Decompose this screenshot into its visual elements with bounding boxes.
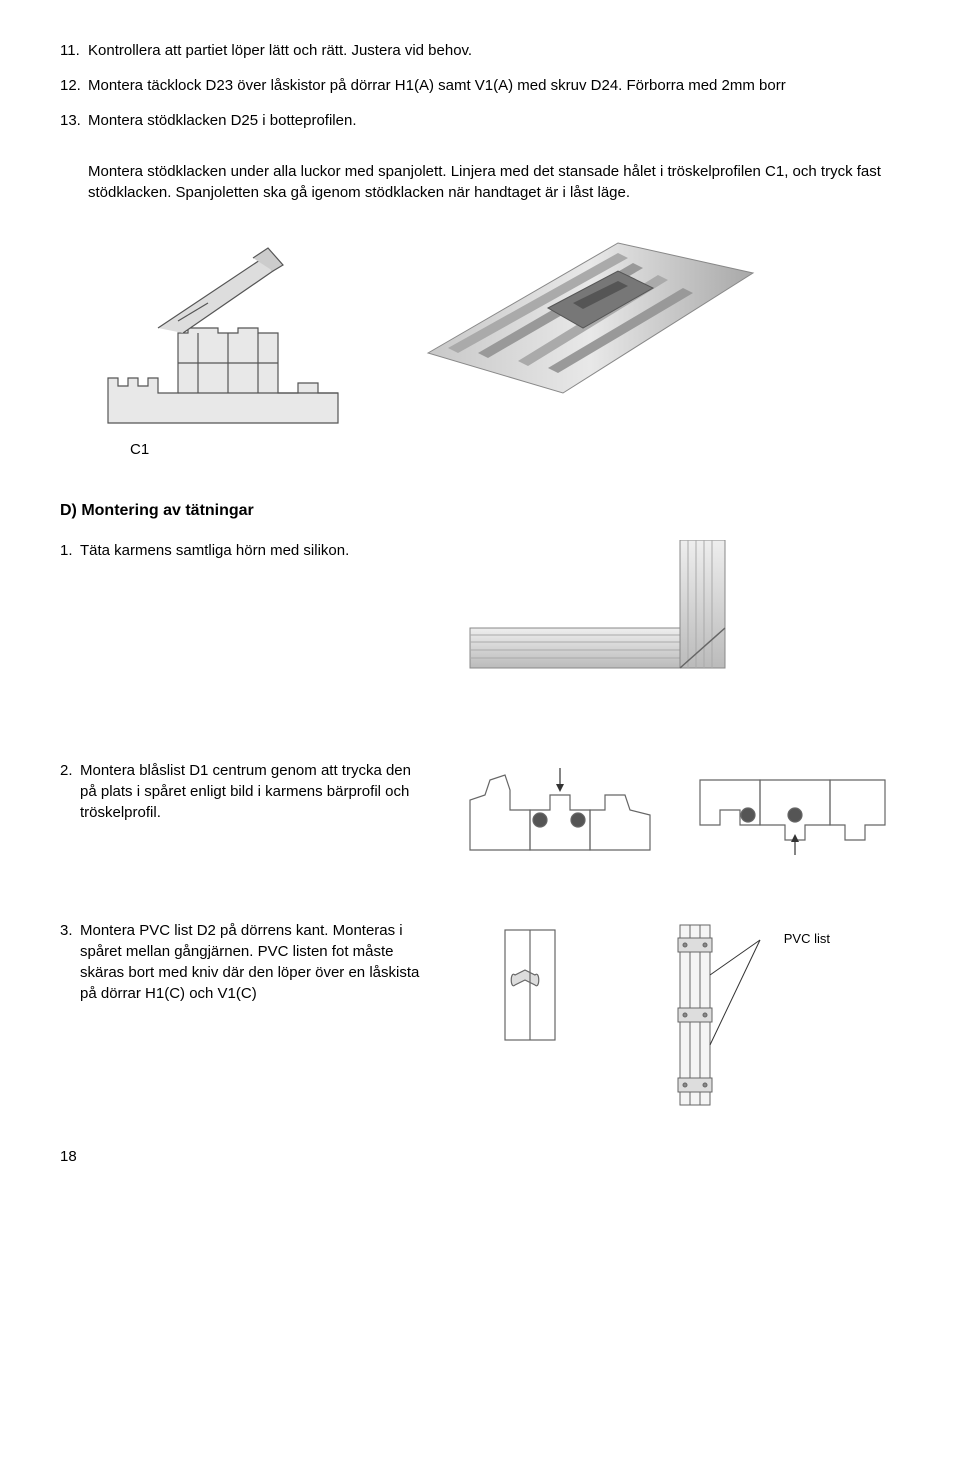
d-step-item: 1. Täta karmens samtliga hörn med siliko… bbox=[60, 540, 420, 561]
figure-row-profiles bbox=[88, 233, 900, 439]
figure-blow-strip-profiles bbox=[460, 760, 900, 870]
indent-paragraph: Montera stödklacken under alla luckor me… bbox=[88, 161, 900, 203]
c1-label: C1 bbox=[130, 439, 900, 460]
step-item: 11. Kontrollera att partiet löper lätt o… bbox=[60, 40, 900, 61]
step-text: Kontrollera att partiet löper lätt och r… bbox=[88, 40, 900, 61]
d-step-number: 2. bbox=[60, 760, 80, 823]
step-item: 13. Montera stödklacken D25 i botteprofi… bbox=[60, 110, 900, 131]
section-d-heading: D) Montering av tätningar bbox=[60, 500, 900, 522]
page-number: 18 bbox=[60, 1146, 900, 1167]
figure-profile-cross-section bbox=[88, 233, 378, 439]
d-step-item: 3. Montera PVC list D2 på dörrens kant. … bbox=[60, 920, 420, 1004]
figure-track-rendering bbox=[418, 233, 758, 409]
step-item: 12. Montera täcklock D23 över låskistor … bbox=[60, 75, 900, 96]
d-row-2: 2. Montera blåslist D1 centrum genom att… bbox=[60, 760, 900, 870]
d-row-3: 3. Montera PVC list D2 på dörrens kant. … bbox=[60, 920, 900, 1116]
pvc-list-label: PVC list bbox=[784, 930, 830, 948]
figure-door-edge: PVC list bbox=[630, 920, 780, 1116]
d-step-number: 3. bbox=[60, 920, 80, 1004]
figure-corner-silicone bbox=[460, 540, 900, 710]
figure-pvc-strip: PVC list bbox=[460, 920, 900, 1116]
step-number: 13. bbox=[60, 110, 88, 131]
step-text: Montera täcklock D23 över låskistor på d… bbox=[88, 75, 900, 96]
d-step-number: 1. bbox=[60, 540, 80, 561]
step-number: 12. bbox=[60, 75, 88, 96]
step-text: Montera stödklacken D25 i botteprofilen. bbox=[88, 110, 900, 131]
d-step-text: Montera PVC list D2 på dörrens kant. Mon… bbox=[80, 920, 420, 1004]
top-step-list: 11. Kontrollera att partiet löper lätt o… bbox=[60, 40, 900, 131]
d-step-item: 2. Montera blåslist D1 centrum genom att… bbox=[60, 760, 420, 823]
d-step-text: Montera blåslist D1 centrum genom att tr… bbox=[80, 760, 420, 823]
d-step-text: Täta karmens samtliga hörn med silikon. bbox=[80, 540, 420, 561]
d-row-1: 1. Täta karmens samtliga hörn med siliko… bbox=[60, 540, 900, 710]
step-number: 11. bbox=[60, 40, 88, 61]
